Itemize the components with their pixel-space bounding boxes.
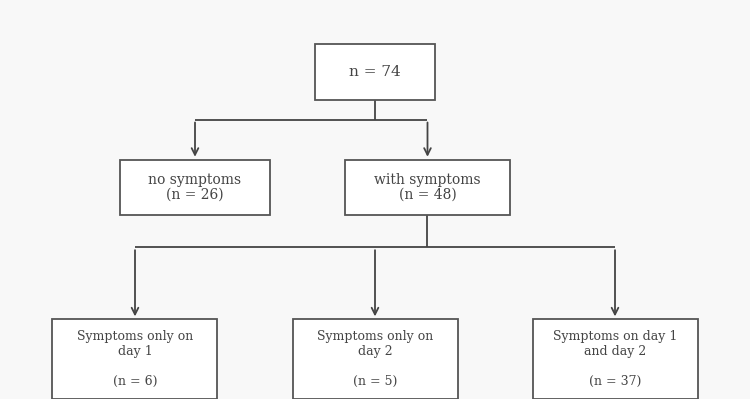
Text: Symptoms only on: Symptoms only on (76, 330, 194, 343)
Text: no symptoms: no symptoms (148, 173, 242, 187)
Text: (n = 26): (n = 26) (166, 188, 224, 202)
FancyBboxPatch shape (53, 319, 217, 399)
FancyBboxPatch shape (345, 160, 510, 215)
Text: with symptoms: with symptoms (374, 173, 481, 187)
Text: Symptoms only on: Symptoms only on (316, 330, 434, 343)
Text: day 2: day 2 (358, 345, 392, 358)
Text: and day 2: and day 2 (584, 345, 646, 358)
FancyBboxPatch shape (292, 319, 458, 399)
Text: (n = 6): (n = 6) (112, 375, 158, 388)
FancyBboxPatch shape (120, 160, 270, 215)
Text: (n = 37): (n = 37) (589, 375, 641, 388)
FancyBboxPatch shape (315, 44, 435, 100)
Text: (n = 48): (n = 48) (398, 188, 456, 202)
Text: Symptoms on day 1: Symptoms on day 1 (553, 330, 677, 343)
FancyBboxPatch shape (532, 319, 698, 399)
Text: day 1: day 1 (118, 345, 152, 358)
Text: n = 74: n = 74 (349, 65, 400, 79)
Text: (n = 5): (n = 5) (352, 375, 398, 388)
